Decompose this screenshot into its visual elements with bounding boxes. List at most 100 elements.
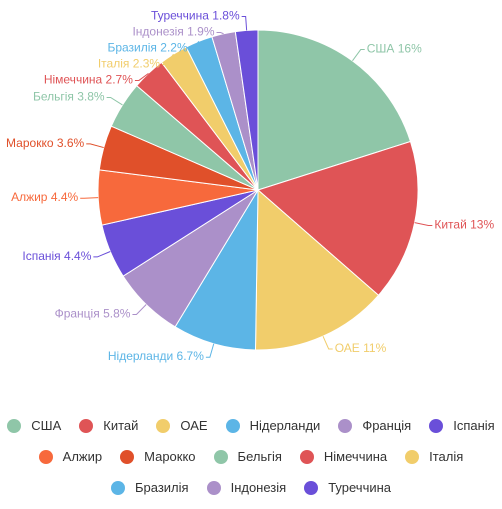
label-name: Індонезія — [132, 25, 183, 39]
legend-label: Туреччина — [328, 480, 392, 495]
leader-line — [134, 72, 149, 81]
label-name: Італія — [98, 57, 130, 71]
label-value: 3.8% — [77, 90, 105, 104]
label-value: 3.6% — [57, 136, 85, 150]
label-value: 2.2% — [160, 41, 188, 55]
leader-line — [132, 304, 147, 315]
data-label: Індонезія 1.9% — [132, 25, 214, 39]
legend-item[interactable]: США — [7, 418, 61, 433]
label-name: ОАЕ — [335, 341, 360, 355]
leader-line — [352, 49, 365, 62]
legend-swatch — [120, 449, 135, 464]
label-value: 6.7% — [177, 349, 205, 363]
label-value: 4.4% — [51, 190, 79, 204]
leader-line — [93, 251, 111, 258]
legend-swatch — [304, 480, 319, 495]
legend-swatch — [429, 418, 444, 433]
legend-label: Бельгія — [237, 449, 282, 464]
legend-item[interactable]: Нідерланди — [225, 418, 321, 433]
data-label: Бразилія 2.2% — [107, 41, 187, 55]
leader-line — [189, 41, 200, 49]
label-value: 2.3% — [133, 57, 161, 71]
legend-row: США Китай ОАЕ Нідерланди Франція Іспанія — [0, 410, 502, 441]
label-value: 4.4% — [64, 249, 92, 263]
legend-item[interactable]: ОАЕ — [156, 418, 208, 433]
label-name: Бразилія — [107, 41, 156, 55]
legend-swatch — [299, 449, 314, 464]
legend-item[interactable]: Індонезія — [206, 480, 287, 495]
label-name: Туреччина — [151, 9, 209, 23]
legend-swatch — [338, 418, 353, 433]
legend-item[interactable]: Марокко — [120, 449, 196, 464]
legend: США Китай ОАЕ Нідерланди Франція Іспанія Алжир… — [0, 410, 502, 503]
leader-line — [414, 222, 433, 226]
legend-label: США — [31, 418, 62, 433]
legend-swatch — [225, 418, 240, 433]
legend-label: Італія — [429, 449, 464, 464]
label-value: 16% — [398, 42, 422, 56]
leader-line — [322, 335, 333, 350]
data-label: Алжир 4.4% — [11, 190, 78, 204]
legend-label: Індонезія — [230, 480, 287, 495]
label-value: 11% — [363, 341, 386, 355]
label-name: Франція — [55, 307, 100, 321]
data-label: Іспанія 4.4% — [22, 249, 91, 263]
data-label: Італія 2.3% — [98, 57, 161, 71]
legend-item[interactable]: Іспанія — [429, 418, 495, 433]
data-label: Франція 5.8% — [55, 307, 131, 321]
legend-swatch — [156, 418, 171, 433]
leader-line — [106, 97, 123, 106]
legend-item[interactable]: Алжир — [38, 449, 103, 464]
legend-label: Алжир — [62, 449, 103, 464]
label-name: Бельгія — [33, 90, 74, 104]
legend-item[interactable]: Туреччина — [304, 480, 391, 495]
label-value: 13% — [470, 218, 494, 232]
pie-slice — [257, 140, 419, 297]
legend-item[interactable]: Італія — [405, 449, 463, 464]
data-label: Німеччина 2.7% — [44, 73, 133, 87]
legend-swatch — [213, 449, 228, 464]
leader-line — [80, 197, 99, 199]
label-value: 2.7% — [106, 73, 134, 87]
leader-line — [216, 31, 224, 35]
leader-line — [205, 343, 215, 358]
pie-slice — [254, 188, 380, 351]
leader-line — [162, 53, 174, 65]
data-label: ОАЕ 11% — [335, 341, 387, 355]
legend-item[interactable]: Бразилія — [110, 480, 189, 495]
label-name: Іспанія — [22, 249, 60, 263]
legend-swatch — [38, 449, 53, 464]
label-name: Німеччина — [44, 73, 103, 87]
label-name: Алжир — [11, 190, 48, 204]
legend-item[interactable]: Китай — [79, 418, 138, 433]
legend-swatch — [7, 418, 22, 433]
data-label: Бельгія 3.8% — [33, 90, 105, 104]
pie-slice — [257, 29, 412, 191]
legend-label: Бразилія — [134, 480, 189, 495]
legend-label: Німеччина — [323, 449, 388, 464]
pie-slice — [174, 188, 259, 351]
label-value: 1.9% — [187, 25, 215, 39]
legend-swatch — [110, 480, 125, 495]
legend-label: Нідерланди — [249, 418, 321, 433]
data-label: США 16% — [367, 42, 422, 56]
legend-item[interactable]: Бельгія — [213, 449, 282, 464]
label-name: Китай — [434, 218, 466, 232]
data-label: Нідерланди 6.7% — [108, 349, 204, 363]
legend-swatch — [79, 418, 94, 433]
label-name: Нідерланди — [108, 349, 173, 363]
legend-label: Марокко — [144, 449, 196, 464]
legend-swatch — [405, 449, 420, 464]
data-label: Туреччина 1.8% — [151, 9, 240, 23]
leader-line — [86, 143, 104, 149]
leader-line — [241, 15, 248, 31]
legend-swatch — [206, 480, 221, 495]
legend-row: Алжир Марокко Бельгія Німеччина Італія — [0, 441, 502, 472]
legend-label: Франція — [362, 418, 412, 433]
legend-label: Китай — [103, 418, 139, 433]
label-name: Марокко — [6, 136, 54, 150]
data-label: Китай 13% — [434, 218, 494, 232]
legend-item[interactable]: Франція — [338, 418, 411, 433]
legend-item[interactable]: Німеччина — [299, 449, 388, 464]
